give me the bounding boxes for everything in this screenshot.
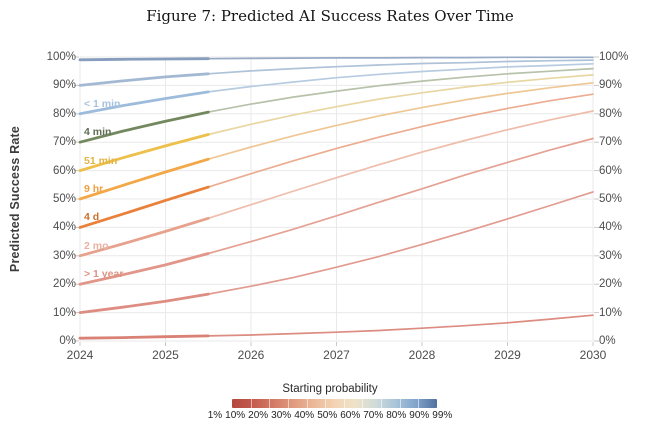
legend-gradient-bar [232, 399, 437, 408]
legend-notch [362, 399, 364, 408]
series-observed-10% [78, 292, 210, 315]
legend-tick-label: 10% [225, 410, 246, 421]
y-tick-label-right: 100% [599, 51, 629, 63]
y-tick-label-right: 90% [599, 79, 623, 92]
series-observed-30% [78, 216, 210, 258]
y-tick-label-right: 40% [599, 221, 623, 234]
y-tick-label-right: 0% [599, 335, 616, 347]
legend-tick-label: 40% [294, 410, 315, 421]
y-tick-label-right: 60% [599, 164, 623, 177]
curve-label-70%: 4 min [84, 126, 112, 139]
series-observed-40% [78, 185, 210, 229]
legend-notch [325, 399, 327, 408]
legend-tick-label: 99% [432, 410, 453, 421]
legend-notch [381, 399, 383, 408]
legend-tick-labels: 1% 10% 20% 30% 40% 50% 60% 70% 80% 90% 99% [0, 410, 660, 421]
y-tick-label-left: 10% [52, 306, 76, 319]
x-tick-label: 2029 [494, 348, 521, 362]
legend-notch [399, 399, 401, 408]
x-tick-label: 2028 [408, 348, 436, 362]
y-tick-label-left: 40% [52, 221, 76, 234]
y-tick-label-left: 100% [46, 51, 76, 63]
y-tick-label-left: 50% [52, 193, 76, 205]
y-tick-label-right: 30% [599, 249, 623, 262]
curve-label-80%: < 1 min [84, 97, 121, 110]
x-tick-label: 2030 [579, 348, 607, 362]
legend-notch [269, 399, 271, 408]
legend-tick-label: 30% [271, 410, 292, 421]
x-tick-label: 2026 [237, 348, 265, 362]
legend-notch [250, 399, 252, 408]
legend-tick-label: 90% [409, 410, 430, 421]
series-observed-70% [78, 110, 210, 144]
legend-tick-label: 60% [340, 410, 361, 421]
legend-notch [306, 399, 308, 408]
legend-tick-label: 70% [363, 410, 384, 421]
curve-label-40%: 4 d [84, 211, 100, 224]
x-tick-label: 2027 [323, 348, 350, 362]
legend-title: Starting probability [282, 383, 378, 395]
legend-tick-label: 1% [207, 410, 223, 421]
y-tick-label-left: 80% [52, 107, 76, 120]
y-tick-label-right: 80% [599, 107, 623, 120]
curve-label-20%: > 1 year [84, 268, 124, 281]
curve-label-50%: 9 hr [84, 183, 104, 195]
legend-tick-label: 80% [386, 410, 407, 421]
y-tick-label-left: 20% [52, 278, 76, 291]
legend-notch [343, 399, 345, 408]
y-tick-label-right: 10% [599, 306, 623, 319]
series-observed-60% [78, 133, 210, 173]
series-observed-50% [78, 157, 210, 201]
x-tick-label: 2025 [152, 348, 179, 362]
y-tick-label-left: 0% [59, 335, 76, 347]
series-observed-1% [78, 334, 210, 340]
series-observed-90% [78, 72, 210, 87]
legend-tick-label: 50% [317, 410, 338, 421]
legend-tick-label: 20% [248, 410, 269, 421]
series-observed-20% [78, 252, 210, 286]
y-tick-label-left: 90% [52, 79, 76, 92]
figure-title: Figure 7: Predicted AI Success Rates Ove… [146, 7, 514, 25]
x-tick-label: 2024 [66, 348, 94, 362]
y-tick-label-left: 70% [52, 136, 76, 149]
y-tick-label-right: 50% [599, 193, 623, 205]
curve-label-30%: 2 mo [84, 239, 109, 252]
y-tick-label-right: 70% [599, 136, 623, 149]
series-observed-80% [78, 90, 210, 116]
y-tick-label-left: 60% [52, 164, 76, 177]
series-observed-99% [78, 57, 210, 62]
y-tick-label-left: 30% [52, 249, 76, 262]
y-tick-label-right: 20% [599, 278, 623, 291]
legend-notch [287, 399, 289, 408]
curve-label-60%: 51 min [84, 154, 118, 167]
legend-notch [418, 399, 420, 408]
